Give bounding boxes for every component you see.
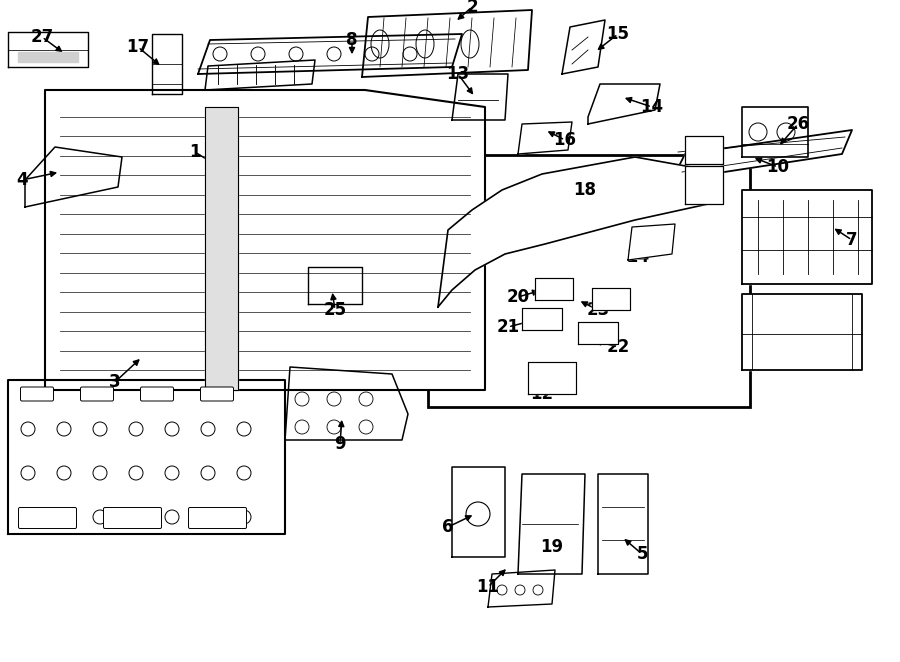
Polygon shape	[588, 84, 660, 124]
Polygon shape	[672, 130, 852, 180]
Polygon shape	[8, 32, 88, 67]
Text: 18: 18	[573, 181, 597, 199]
Text: 12: 12	[530, 385, 554, 403]
Text: 8: 8	[346, 31, 358, 49]
Text: 7: 7	[846, 231, 858, 249]
Polygon shape	[152, 34, 182, 94]
Polygon shape	[18, 52, 78, 62]
Text: 1: 1	[189, 143, 201, 161]
Polygon shape	[488, 570, 555, 607]
Polygon shape	[205, 107, 238, 390]
FancyBboxPatch shape	[140, 387, 174, 401]
Polygon shape	[452, 74, 508, 120]
Text: 23: 23	[587, 301, 609, 319]
Text: 14: 14	[641, 98, 663, 116]
Polygon shape	[528, 362, 576, 394]
Text: 20: 20	[507, 288, 529, 306]
Polygon shape	[308, 267, 362, 304]
Text: 4: 4	[16, 171, 28, 189]
FancyBboxPatch shape	[201, 387, 233, 401]
Text: 24: 24	[626, 248, 650, 266]
Polygon shape	[518, 122, 572, 154]
Text: 13: 13	[446, 65, 470, 83]
Text: 16: 16	[554, 131, 577, 149]
Polygon shape	[518, 474, 585, 574]
Text: 11: 11	[476, 578, 500, 596]
Polygon shape	[685, 136, 723, 164]
Bar	[428, 155, 750, 407]
FancyBboxPatch shape	[188, 508, 247, 528]
Text: 6: 6	[442, 518, 454, 536]
Polygon shape	[362, 10, 532, 77]
Text: 25: 25	[323, 301, 346, 319]
Text: 15: 15	[607, 25, 629, 43]
Polygon shape	[522, 308, 562, 330]
Polygon shape	[535, 278, 573, 300]
Polygon shape	[598, 474, 648, 574]
Polygon shape	[742, 294, 862, 370]
FancyBboxPatch shape	[80, 387, 113, 401]
Polygon shape	[685, 166, 723, 204]
Polygon shape	[25, 147, 122, 207]
FancyBboxPatch shape	[104, 508, 161, 528]
Text: 22: 22	[607, 338, 630, 356]
Text: 3: 3	[109, 373, 121, 391]
Polygon shape	[578, 322, 618, 344]
Polygon shape	[438, 157, 712, 307]
Polygon shape	[285, 367, 408, 440]
Text: 17: 17	[126, 38, 149, 56]
Polygon shape	[742, 190, 872, 284]
Polygon shape	[592, 288, 630, 310]
Polygon shape	[452, 467, 505, 557]
Polygon shape	[8, 380, 285, 534]
Polygon shape	[45, 90, 485, 390]
Polygon shape	[628, 224, 675, 260]
Text: 2: 2	[466, 0, 478, 16]
FancyBboxPatch shape	[21, 387, 53, 401]
Polygon shape	[205, 60, 315, 90]
Text: 19: 19	[540, 538, 563, 556]
Text: 26: 26	[787, 115, 810, 133]
Polygon shape	[562, 20, 605, 74]
Text: 21: 21	[497, 318, 519, 336]
Text: 5: 5	[636, 545, 648, 563]
FancyBboxPatch shape	[19, 508, 76, 528]
Polygon shape	[198, 34, 462, 74]
Text: 10: 10	[767, 158, 789, 176]
Text: 9: 9	[334, 435, 346, 453]
Text: 27: 27	[31, 28, 54, 46]
Polygon shape	[742, 107, 808, 157]
